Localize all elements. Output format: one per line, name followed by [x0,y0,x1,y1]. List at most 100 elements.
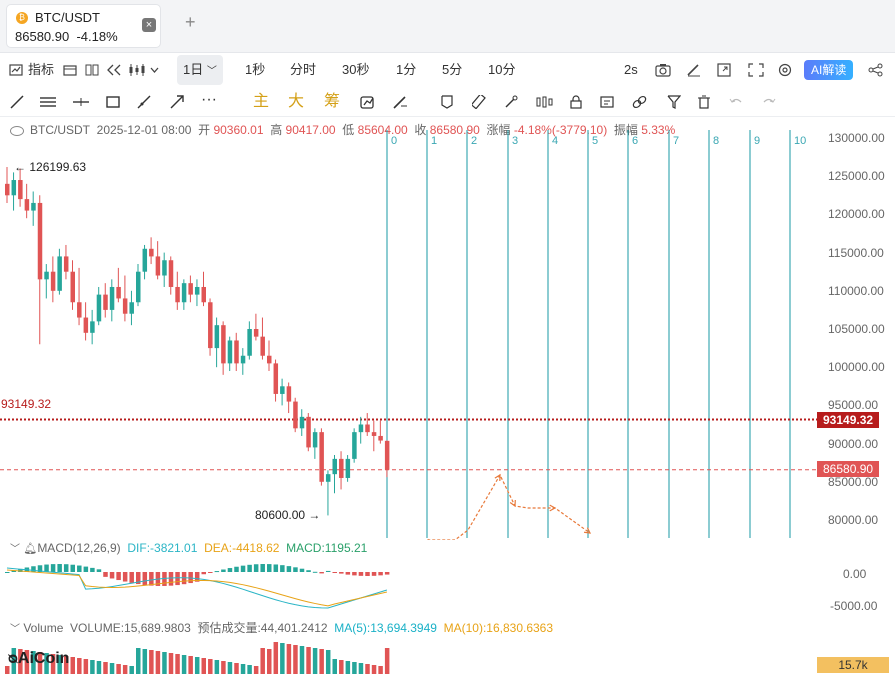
chevron-down-icon[interactable] [150,67,159,74]
macd-bar [5,572,10,573]
redo-icon[interactable] [762,96,776,108]
horizontal-line-icon[interactable] [73,96,89,108]
brush-icon[interactable] [504,95,518,109]
add-tab-icon[interactable]: + [185,12,196,32]
main-force-button[interactable]: 主 [253,93,270,110]
macd-bar [70,564,75,572]
close-tab-icon[interactable]: × [142,18,156,32]
pen-icon[interactable] [686,63,701,77]
volume-chart[interactable] [0,636,820,676]
last-price-tag: 86580.90 [817,461,880,477]
ai-interpret-button[interactable]: AI解读 [804,60,854,80]
interval-selected[interactable]: 1日 ﹀ [177,55,223,85]
chevron-down-icon[interactable]: ﹀ [10,544,20,555]
share-icon[interactable] [868,63,883,77]
volume-bar [188,656,193,674]
eraser-draw-icon[interactable] [392,94,408,110]
macd-bar [175,572,180,586]
trash-icon[interactable] [697,95,711,109]
fib-label: 9 [754,135,760,147]
interval-1s[interactable]: 1秒 [245,62,266,77]
layout-icon[interactable] [85,64,99,76]
candle-body [24,199,30,211]
forecast-arrowhead [549,504,557,512]
camera-icon[interactable] [655,63,671,77]
volume-bar [365,664,370,674]
chip-button[interactable]: 筹 [324,93,341,110]
macd-bar [306,570,311,572]
refresh-rate-button[interactable]: 2s [624,62,638,77]
ohlc-high: 90417.00 [285,123,336,137]
price-axis: 130000.00 125000.00 120000.00 115000.00 1100… [820,130,895,540]
interval-1m[interactable]: 1分 [396,62,417,77]
trend-line-icon[interactable] [10,95,24,109]
settings-gear-icon[interactable] [778,63,792,77]
volume-bar [234,663,239,674]
price-axis-label: 80000.00 [828,513,879,527]
candlestick-chart[interactable]: 0 1 2 3 4 5 6 7 8 9 10 [0,130,820,540]
high-annotation: ← 126199.63 [14,160,87,174]
interval-10m[interactable]: 10分 [488,62,516,77]
candle-type-icon[interactable] [128,63,146,77]
low-annotation: 80600.00 → [255,508,321,522]
alert-icon[interactable] [600,95,615,109]
forecast-arrowhead [494,473,501,482]
more-tools-icon[interactable]: ··· [201,91,217,108]
filter-icon[interactable] [667,95,681,109]
volume-bar [44,653,49,674]
chevron-down-icon[interactable]: ﹀ [10,624,20,635]
template-icon[interactable] [63,64,77,76]
volume-bar [109,663,115,674]
symbol-tab[interactable]: ₿ BTC/USDT 86580.90 -4.18% × [6,4,161,48]
eye-icon[interactable] [10,125,24,136]
lock-icon[interactable] [569,95,583,109]
macd-bar [253,564,259,572]
ruler-icon[interactable] [472,95,486,109]
volume-bar [260,648,265,674]
parallel-lines-icon[interactable] [40,96,56,108]
candle-body [214,325,220,349]
volume-tag: 15.7k [817,657,889,673]
price-axis-label: 90000.00 [828,436,879,451]
candle-body [332,458,337,475]
candle-body [240,355,246,364]
interval-30s[interactable]: 30秒 [342,62,370,77]
macd-bar [142,572,148,585]
indicators-button[interactable]: 指标 [28,62,55,77]
macd-bar [103,572,108,577]
big-order-button[interactable]: 大 [288,93,305,110]
link-icon[interactable] [632,95,647,109]
macd-bar [214,571,220,573]
pattern-icon[interactable] [536,95,553,109]
magnet-icon[interactable] [360,94,376,110]
macd-bar [129,572,134,583]
indicator-icon[interactable] [9,63,23,77]
fullscreen-icon[interactable] [748,63,764,77]
volume-bar [155,651,161,674]
arrow-tool-icon[interactable] [170,95,184,109]
rectangle-icon[interactable] [106,95,120,109]
macd-axis-neg: -5000.00 [830,599,878,613]
undo-icon[interactable] [729,96,743,108]
interval-timeshare[interactable]: 分时 [290,62,317,77]
macd-chart[interactable] [0,556,820,614]
forecast-path[interactable] [387,473,591,540]
replay-icon[interactable] [106,64,122,76]
candle-body [103,294,108,310]
macd-bar [37,565,43,572]
ray-icon[interactable] [137,95,151,109]
macd-dea-line [6,569,388,607]
candle-body [50,271,56,291]
candle-body [63,256,69,272]
candle-body [371,432,377,436]
macd-bar [188,572,193,584]
expand-icon[interactable] [717,63,732,77]
volume-bar [339,660,344,674]
alarm-icon[interactable]: 🔔︎ [23,543,38,555]
macd-bar [221,569,226,572]
candle-body [352,432,357,459]
interval-5m[interactable]: 5分 [442,62,463,77]
candle-body [325,474,331,482]
note-icon[interactable] [440,95,454,109]
macd-bar [122,572,128,582]
